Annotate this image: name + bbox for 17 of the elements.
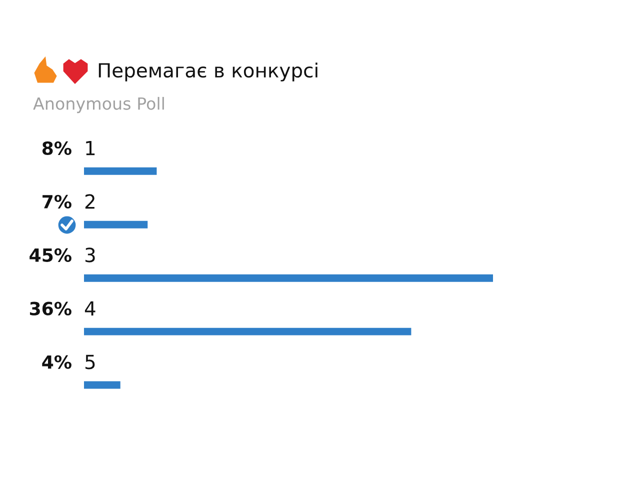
y-tick-label: 2 xyxy=(85,194,94,209)
chart-title: Перемагає в конкурсі xyxy=(98,62,318,82)
bar xyxy=(84,220,148,228)
data-label: 8% xyxy=(42,141,72,156)
bar xyxy=(84,328,412,336)
y-tick-label: 3 xyxy=(85,248,95,262)
chart-subtitle: Anonymous Poll xyxy=(33,96,164,114)
bar xyxy=(84,274,493,282)
data-label: 45% xyxy=(30,248,72,262)
y-tick-label: 4 xyxy=(84,301,96,316)
data-label: 7% xyxy=(42,194,72,208)
data-label: 36% xyxy=(30,302,72,316)
y-tick-label: 5 xyxy=(86,354,95,370)
data-label: 4% xyxy=(42,355,72,369)
bar xyxy=(84,167,157,175)
bar xyxy=(84,381,120,389)
y-tick-label: 1 xyxy=(86,140,95,156)
